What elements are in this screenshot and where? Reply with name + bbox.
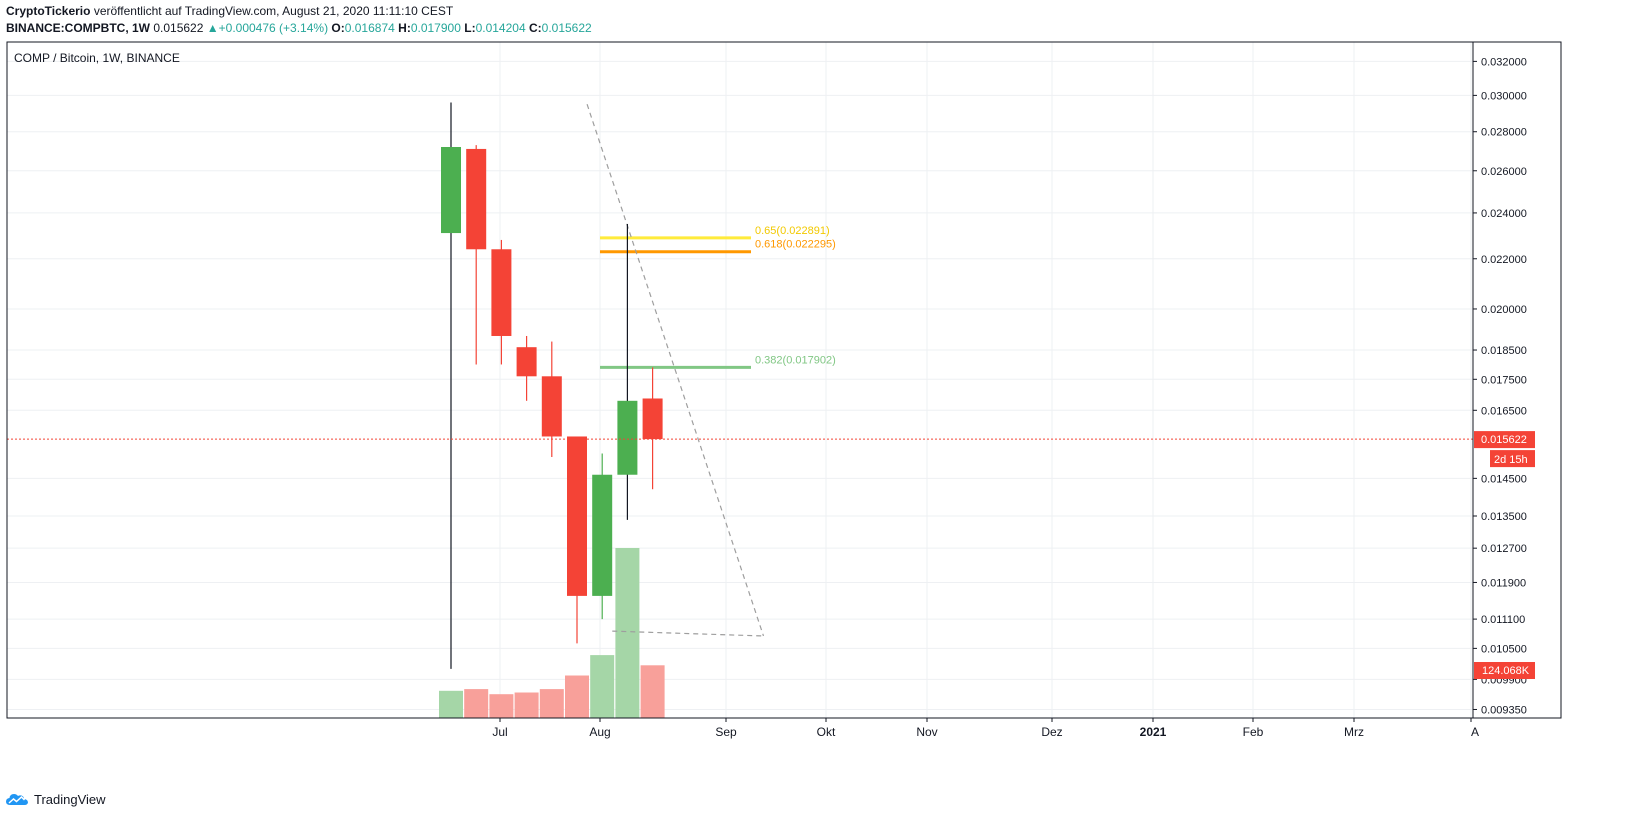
y-tick-label: 0.012700: [1481, 543, 1527, 555]
candle-body: [466, 148, 487, 250]
candle-body: [541, 376, 562, 437]
chart-title: COMP / Bitcoin, 1W, BINANCE: [14, 51, 180, 65]
x-tick-label: Mrz: [1344, 725, 1364, 739]
volume-bar: [489, 694, 514, 718]
volume-bar: [615, 548, 640, 718]
low-value: 0.014204: [475, 21, 526, 35]
volume-bar: [640, 665, 665, 718]
current-price-badge: [1474, 431, 1535, 449]
volume-bar: [565, 675, 589, 718]
candle-body: [592, 474, 613, 596]
trend-lines[interactable]: [586, 104, 765, 637]
x-tick-label: Sep: [715, 725, 737, 739]
fib-level-label: 0.618(0.022295): [755, 239, 836, 251]
candles[interactable]: [441, 102, 663, 669]
volume-bar: [539, 689, 564, 718]
x-tick-label: Dez: [1041, 725, 1062, 739]
candle-body: [567, 436, 587, 596]
volume-bars: [439, 548, 665, 718]
last-price: 0.015622: [153, 21, 204, 35]
candle[interactable]: [466, 145, 487, 365]
ohlc-header: BINANCE:COMPBTC, 1W 0.015622 ▲+0.000476 …: [6, 21, 592, 35]
candle-body: [617, 400, 638, 475]
open-label: O:: [331, 21, 345, 35]
x-tick-label: Nov: [916, 725, 937, 739]
y-tick-label: 0.022000: [1481, 254, 1527, 266]
high-label: H:: [398, 21, 411, 35]
y-tick-label: 0.018500: [1481, 345, 1527, 357]
chart-frame: [6, 41, 1562, 719]
y-tick-label: 0.009350: [1481, 704, 1527, 716]
author-name[interactable]: CryptoTickerio: [6, 4, 91, 18]
x-tick-label: 2021: [1140, 725, 1167, 739]
close-value: 0.015622: [541, 21, 592, 35]
up-arrow-icon: ▲: [206, 21, 219, 35]
x-tick-label: Jul: [492, 725, 507, 739]
x-tick-label: A: [1471, 725, 1479, 739]
tradingview-label: TradingView: [34, 791, 106, 807]
volume-badge: [1474, 662, 1535, 679]
price-axis[interactable]: 0.032000 0.030000 0.028000 0.026000 0.024000…: [1473, 56, 1535, 716]
candle-body: [516, 347, 537, 377]
x-tick-label: Okt: [817, 725, 836, 739]
volume-label: 124.068K: [1482, 665, 1530, 677]
close-label: C:: [528, 21, 542, 35]
open-value: 0.016874: [344, 21, 395, 35]
symbol-label: BINANCE:COMPBTC, 1W: [6, 21, 150, 35]
high-value: 0.017900: [410, 21, 461, 35]
candle[interactable]: [617, 224, 638, 520]
low-label: L:: [464, 21, 476, 35]
candle-body: [441, 146, 461, 234]
x-tick-label: Aug: [589, 725, 610, 739]
y-tick-label: 0.020000: [1481, 304, 1527, 316]
volume-bar: [514, 692, 539, 718]
candle-body: [491, 249, 512, 336]
volume-bar: [464, 689, 489, 718]
y-tick-label: 0.024000: [1481, 208, 1527, 220]
y-tick-label: 0.032000: [1481, 56, 1527, 68]
fib-retracement[interactable]: 0.65(0.022891) 0.618(0.022295) 0.382(0.017…: [600, 225, 836, 369]
current-price-label: 0.015622: [1481, 434, 1527, 446]
y-tick-label: 0.026000: [1481, 166, 1527, 178]
plot-border: [6, 41, 1562, 719]
candle[interactable]: [491, 239, 512, 365]
y-tick-label: 0.010500: [1481, 643, 1527, 655]
trend-line[interactable]: [612, 630, 764, 637]
y-tick-label: 0.016500: [1481, 405, 1527, 417]
countdown-label: 2d 15h: [1494, 454, 1528, 466]
candle[interactable]: [567, 436, 587, 644]
tradingview-branding[interactable]: TradingView: [6, 788, 106, 810]
volume-bar: [590, 655, 615, 718]
published-text: veröffentlicht auf TradingView.com, Augu…: [93, 4, 454, 18]
x-tick-label: Feb: [1243, 725, 1264, 739]
fib-level-label: 0.382(0.017902): [755, 354, 836, 366]
candle[interactable]: [642, 367, 663, 490]
candle[interactable]: [441, 102, 461, 669]
grid: [7, 42, 1473, 718]
y-tick-label: 0.014500: [1481, 473, 1527, 485]
y-tick-label: 0.030000: [1481, 90, 1527, 102]
y-tick-label: 0.013500: [1481, 511, 1527, 523]
candle[interactable]: [592, 453, 613, 620]
y-tick-label: 0.011100: [1481, 614, 1525, 626]
volume-bar: [439, 690, 463, 718]
time-axis[interactable]: Jul Aug Sep Okt Nov Dez 2021 Feb Mrz A: [492, 718, 1479, 739]
fib-level-label: 0.65(0.022891): [755, 225, 830, 237]
publish-info: CryptoTickerio veröffentlicht auf Tradin…: [6, 4, 453, 18]
price-change: +0.000476 (+3.14%): [218, 21, 329, 35]
candle[interactable]: [516, 335, 537, 401]
y-tick-label: 0.011900: [1481, 577, 1526, 589]
y-tick-label: 0.028000: [1481, 127, 1527, 139]
trend-line[interactable]: [586, 104, 765, 637]
candle-body: [642, 398, 663, 440]
y-tick-label: 0.017500: [1481, 374, 1527, 386]
countdown-badge: [1490, 450, 1535, 468]
candle[interactable]: [541, 341, 562, 458]
tradingview-cloud-icon: [6, 794, 28, 805]
